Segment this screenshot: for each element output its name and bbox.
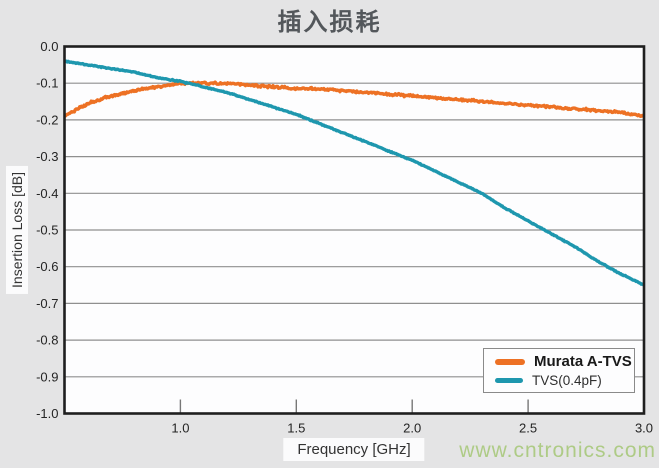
- legend-swatch-tvs: [495, 378, 523, 383]
- series-group: [64, 59, 644, 287]
- legend-label-tvs: TVS(0.4pF): [532, 373, 602, 388]
- y-tick-label: -0.7: [36, 296, 58, 311]
- y-axis-title: Insertion Loss [dB]: [6, 166, 28, 294]
- legend-label-murata: Murata A-TVS: [534, 353, 632, 370]
- plot-border: [63, 45, 646, 415]
- x-tick-label: 1.0: [171, 421, 189, 436]
- legend-entry-tvs: TVS(0.4pF): [495, 373, 634, 388]
- x-tick-label: 1.5: [287, 421, 305, 436]
- legend: Murata A-TVS TVS(0.4pF): [483, 348, 635, 393]
- series-line-murata: [64, 80, 644, 119]
- x-tick-label: 3.0: [635, 421, 653, 436]
- x-axis-title: Frequency [GHz]: [283, 438, 425, 461]
- y-tick-label: -0.3: [36, 149, 58, 164]
- y-tick-label: -0.5: [36, 223, 58, 238]
- y-tick-label: -1.0: [36, 406, 58, 421]
- y-tick-label: -0.9: [36, 369, 58, 384]
- legend-entry-murata: Murata A-TVS: [495, 353, 634, 370]
- y-tick-label: -0.4: [36, 186, 58, 201]
- y-tick-label: -0.8: [36, 333, 58, 348]
- x-tick-label: 2.5: [519, 421, 537, 436]
- legend-swatch-murata: [495, 358, 525, 365]
- series-line-tvs: [64, 59, 644, 287]
- x-tick-label: 2.0: [403, 421, 421, 436]
- y-tick-label: -0.1: [36, 76, 58, 91]
- y-tick-label: -0.2: [36, 112, 58, 127]
- y-tick-label: -0.6: [36, 259, 58, 274]
- y-tick-label: 0.0: [40, 39, 58, 54]
- watermark-text: www.cntronics.com: [459, 439, 656, 462]
- chart-title: 插入损耗: [277, 9, 382, 36]
